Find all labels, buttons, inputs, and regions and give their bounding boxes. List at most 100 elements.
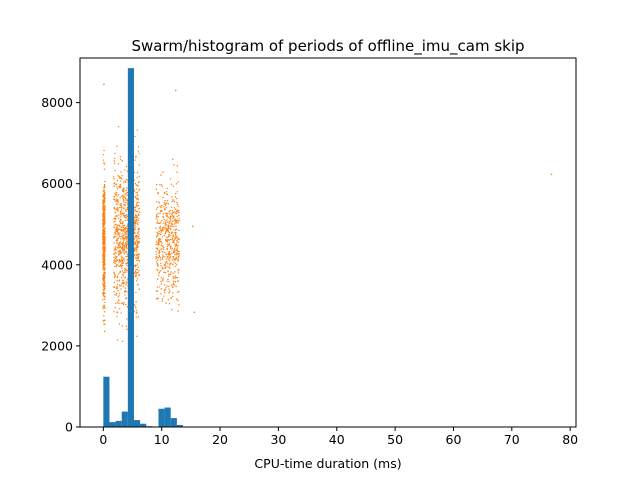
swarm-point xyxy=(137,232,139,234)
swarm-point xyxy=(156,278,159,280)
swarm-point xyxy=(163,202,165,204)
swarm-point xyxy=(172,256,174,258)
swarm-point xyxy=(158,232,160,235)
chart-title: Swarm/histogram of periods of offline_im… xyxy=(131,37,524,56)
swarm-point xyxy=(123,248,126,251)
swarm-point xyxy=(155,250,157,253)
swarm-point xyxy=(165,191,168,193)
swarm-point xyxy=(102,219,104,221)
swarm-point xyxy=(135,273,137,275)
swarm-point xyxy=(166,187,168,190)
swarm-point xyxy=(116,203,118,205)
swarm-point xyxy=(125,246,128,248)
swarm-point xyxy=(124,235,127,237)
swarm-point xyxy=(173,216,175,219)
swarm-point xyxy=(157,243,160,246)
swarm-point xyxy=(136,268,138,271)
swarm-point xyxy=(156,231,158,234)
swarm-point xyxy=(121,270,124,272)
swarm-point xyxy=(174,192,177,195)
swarm-point xyxy=(133,272,136,274)
swarm-point xyxy=(160,277,163,279)
swarm-point xyxy=(114,262,117,265)
swarm-point xyxy=(137,236,139,238)
swarm-point xyxy=(102,206,105,208)
swarm-point xyxy=(175,235,177,237)
swarm-point xyxy=(156,262,158,265)
swarm-point xyxy=(134,243,136,246)
swarm-point xyxy=(113,217,115,220)
swarm-point xyxy=(103,305,105,307)
swarm-point xyxy=(159,212,161,215)
swarm-point xyxy=(161,229,164,232)
swarm-point xyxy=(133,238,136,240)
swarm-point xyxy=(117,194,120,196)
swarm-point xyxy=(166,221,169,223)
swarm-point xyxy=(118,241,121,244)
swarm-point xyxy=(115,287,118,289)
swarm-point xyxy=(121,174,123,177)
swarm-point xyxy=(115,208,118,211)
swarm-point xyxy=(119,271,121,274)
swarm-point xyxy=(166,245,169,248)
swarm-point xyxy=(176,215,178,218)
swarm-point xyxy=(134,220,136,222)
swarm-point xyxy=(119,285,121,287)
swarm-point xyxy=(114,246,117,248)
swarm-point xyxy=(103,240,106,242)
swarm-point xyxy=(135,210,138,213)
swarm-point xyxy=(165,227,167,229)
swarm-point xyxy=(119,232,121,234)
swarm-point xyxy=(163,228,165,230)
swarm-point xyxy=(123,258,125,260)
swarm-point xyxy=(125,165,128,168)
swarm-point xyxy=(103,163,106,165)
histogram-bar xyxy=(140,423,147,427)
swarm-point xyxy=(103,271,105,274)
swarm-point xyxy=(115,183,118,185)
swarm-point xyxy=(103,194,105,197)
swarm-point xyxy=(160,174,162,176)
swarm-point xyxy=(125,210,127,213)
swarm-point xyxy=(118,246,121,248)
swarm-point xyxy=(172,241,174,244)
swarm-point xyxy=(168,231,171,234)
swarm-point xyxy=(156,201,158,203)
swarm-point xyxy=(120,288,122,290)
swarm-point xyxy=(167,238,169,241)
swarm-point xyxy=(123,238,126,240)
swarm-point xyxy=(157,297,159,300)
swarm-point xyxy=(166,243,169,246)
swarm-point xyxy=(103,288,106,290)
swarm-point xyxy=(102,244,104,246)
swarm-point xyxy=(166,258,168,260)
swarm-point xyxy=(119,249,121,251)
swarm-point xyxy=(159,240,161,242)
swarm-point xyxy=(104,249,106,252)
swarm-point xyxy=(171,212,173,214)
swarm-point xyxy=(113,206,115,209)
swarm-point xyxy=(118,265,120,267)
swarm-point xyxy=(137,266,139,269)
swarm-point xyxy=(123,253,126,255)
swarm-point xyxy=(102,282,104,284)
swarm-point xyxy=(118,244,120,247)
swarm-point xyxy=(113,226,115,229)
swarm-point xyxy=(137,258,139,260)
swarm-point xyxy=(103,304,105,306)
swarm-point xyxy=(126,306,128,308)
swarm-point xyxy=(169,290,171,292)
swarm-point xyxy=(135,188,138,190)
swarm-point xyxy=(167,244,170,246)
swarm-point xyxy=(124,193,126,195)
swarm-point xyxy=(173,229,175,231)
swarm-point xyxy=(120,195,123,197)
swarm-point xyxy=(165,236,168,238)
swarm-point xyxy=(121,257,124,259)
swarm-point xyxy=(166,285,168,287)
swarm-point xyxy=(173,261,175,263)
swarm-point xyxy=(162,255,164,258)
swarm-point xyxy=(121,189,124,191)
swarm-point xyxy=(169,215,172,218)
histogram-bar xyxy=(170,418,177,427)
